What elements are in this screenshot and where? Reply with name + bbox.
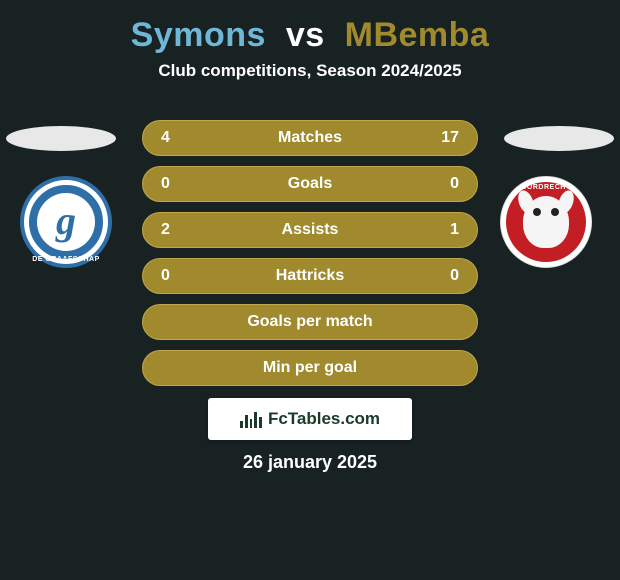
player1-name: Symons: [131, 16, 266, 54]
stat-right-value: 0: [419, 175, 459, 193]
club-crest-left: g DE GRAAFSCHAP: [20, 176, 120, 266]
fctables-text: FcTables.com: [268, 409, 380, 429]
stat-row: 4Matches17: [142, 120, 478, 156]
crest-left-name: DE GRAAFSCHAP: [29, 256, 103, 263]
stat-left-value: 2: [161, 221, 201, 239]
stat-label: Matches: [201, 129, 419, 147]
stat-row: 2Assists1: [142, 212, 478, 248]
title: Symons vs MBemba: [0, 16, 620, 55]
player2-name: MBemba: [345, 16, 490, 54]
stat-left-value: 4: [161, 129, 201, 147]
stat-right-value: 0: [419, 267, 459, 285]
stat-label: Hattricks: [201, 267, 419, 285]
stat-right-value: 1: [419, 221, 459, 239]
date: 26 january 2025: [0, 452, 620, 473]
stat-row: Min per goal: [142, 350, 478, 386]
stat-right-value: 17: [419, 129, 459, 147]
stat-row: 0Goals0: [142, 166, 478, 202]
title-vs: vs: [276, 16, 335, 54]
comparison-card: Symons vs MBemba Club competitions, Seas…: [0, 0, 620, 580]
fctables-chart-icon: [240, 410, 262, 428]
stat-label: Min per goal: [201, 359, 419, 377]
stat-row: 0Hattricks0: [142, 258, 478, 294]
player1-shadow: [6, 126, 116, 151]
stat-row: Goals per match: [142, 304, 478, 340]
club-crest-right: DORDRECHT: [500, 176, 600, 266]
crest-left-glyph: g: [56, 197, 76, 244]
player2-shadow: [504, 126, 614, 151]
subtitle: Club competitions, Season 2024/2025: [0, 61, 620, 81]
crest-right-name: DORDRECHT: [506, 184, 586, 191]
stat-left-value: 0: [161, 267, 201, 285]
stat-left-value: 0: [161, 175, 201, 193]
stat-label: Goals per match: [201, 313, 419, 331]
stat-label: Goals: [201, 175, 419, 193]
stat-label: Assists: [201, 221, 419, 239]
stats-column: 4Matches170Goals02Assists10Hattricks0Goa…: [142, 120, 478, 386]
fctables-badge[interactable]: FcTables.com: [208, 398, 412, 440]
